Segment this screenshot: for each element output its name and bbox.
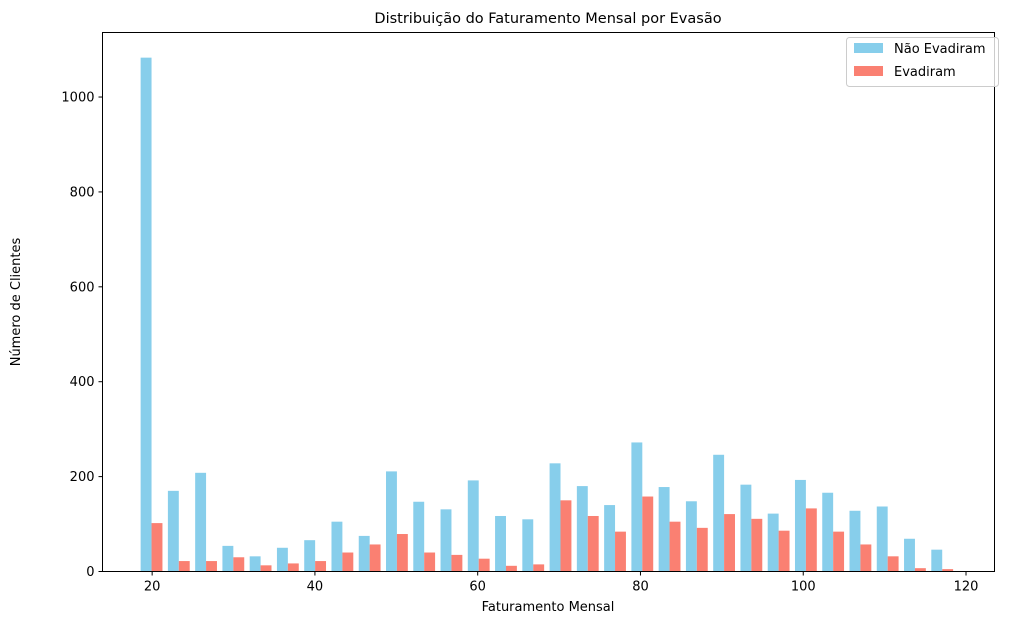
bar-evadiram-6	[315, 561, 327, 572]
bar-nao-evadiram-16	[576, 486, 588, 572]
bar-evadiram-3	[233, 557, 245, 572]
bar-evadiram-8	[369, 544, 381, 572]
bar-nao-evadiram-21	[713, 454, 725, 572]
bar-nao-evadiram-19	[658, 487, 670, 572]
bar-nao-evadiram-24	[794, 479, 806, 572]
y-tick-label: 1000	[61, 91, 94, 106]
bar-nao-evadiram-3	[222, 545, 234, 572]
bar-nao-evadiram-20	[685, 501, 697, 572]
bar-evadiram-16	[587, 515, 599, 572]
x-tick-label: 80	[632, 580, 649, 595]
bar-nao-evadiram-5	[276, 547, 288, 572]
bar-evadiram-26	[860, 544, 872, 572]
x-axis-label: Faturamento Mensal	[482, 600, 615, 615]
bar-nao-evadiram-18	[631, 442, 643, 572]
bar-evadiram-0	[151, 523, 163, 572]
y-tick-label: 0	[86, 565, 94, 580]
plot-frame	[102, 32, 995, 572]
bar-nao-evadiram-8	[358, 535, 370, 572]
bar-nao-evadiram-4	[249, 556, 261, 572]
bar-evadiram-2	[206, 561, 217, 572]
x-tick-label: 100	[791, 580, 816, 595]
y-tick-label: 400	[70, 375, 95, 390]
x-tick-label: 120	[954, 580, 979, 595]
bar-nao-evadiram-12	[467, 480, 479, 572]
bar-evadiram-15	[560, 500, 572, 572]
chart-title: Distribuição do Faturamento Mensal por E…	[374, 11, 721, 27]
x-tick-label: 40	[307, 580, 324, 595]
bar-evadiram-23	[778, 530, 790, 572]
bar-nao-evadiram-11	[440, 509, 452, 572]
bar-evadiram-28	[914, 568, 926, 572]
legend: Não Evadiram Evadiram	[846, 37, 999, 87]
x-axis-ticks: 20 40 60 80 100 120	[144, 571, 979, 595]
bar-nao-evadiram-29	[931, 549, 943, 572]
legend-label-evadiram: Evadiram	[894, 65, 956, 80]
y-axis-label: Número de Clientes	[9, 237, 24, 366]
y-tick-label: 600	[70, 280, 95, 295]
bar-nao-evadiram-28	[904, 538, 915, 572]
bar-nao-evadiram-15	[549, 463, 561, 572]
bar-nao-evadiram-6	[304, 540, 316, 572]
x-tick-label: 60	[469, 580, 486, 595]
bar-nao-evadiram-0	[140, 57, 152, 572]
legend-label-nao-evadiram: Não Evadiram	[894, 42, 986, 57]
bar-evadiram-19	[669, 521, 681, 572]
bar-evadiram-1	[178, 561, 190, 572]
bar-evadiram-9	[396, 534, 408, 572]
bar-evadiram-25	[833, 531, 845, 572]
bar-evadiram-24	[805, 508, 817, 572]
bar-evadiram-5	[287, 563, 299, 572]
bars	[140, 57, 954, 572]
bar-evadiram-11	[451, 554, 463, 572]
bar-evadiram-13	[505, 565, 517, 572]
bar-evadiram-17	[615, 531, 626, 572]
bar-evadiram-7	[342, 552, 354, 572]
bar-nao-evadiram-10	[413, 501, 425, 572]
bar-nao-evadiram-7	[331, 521, 343, 572]
bar-nao-evadiram-17	[604, 505, 616, 572]
legend-swatch-nao-evadiram	[854, 43, 883, 53]
bar-nao-evadiram-23	[767, 513, 779, 572]
bar-evadiram-21	[724, 514, 735, 572]
bar-nao-evadiram-1	[167, 490, 179, 572]
bar-evadiram-4	[260, 565, 272, 572]
legend-frame	[846, 37, 999, 87]
legend-swatch-evadiram	[854, 66, 883, 76]
bar-evadiram-27	[887, 556, 899, 572]
bar-nao-evadiram-14	[522, 519, 534, 572]
bar-evadiram-18	[642, 496, 654, 572]
bar-nao-evadiram-2	[195, 472, 207, 572]
bar-evadiram-22	[751, 518, 763, 572]
bar-evadiram-20	[696, 527, 708, 572]
y-axis-ticks: 0 200 400 600 800 1000	[61, 91, 103, 580]
bar-evadiram-14	[533, 564, 545, 572]
bar-nao-evadiram-26	[849, 510, 861, 572]
bar-nao-evadiram-27	[876, 506, 888, 572]
bar-evadiram-10	[424, 552, 436, 572]
bar-evadiram-29	[942, 569, 954, 572]
bar-nao-evadiram-22	[740, 484, 752, 572]
y-tick-label: 800	[70, 185, 95, 200]
bar-nao-evadiram-13	[495, 515, 506, 572]
y-tick-label: 200	[70, 470, 95, 485]
bar-evadiram-12	[478, 558, 490, 572]
bar-nao-evadiram-25	[822, 492, 834, 572]
x-tick-label: 20	[144, 580, 161, 595]
bar-nao-evadiram-9	[386, 471, 397, 572]
